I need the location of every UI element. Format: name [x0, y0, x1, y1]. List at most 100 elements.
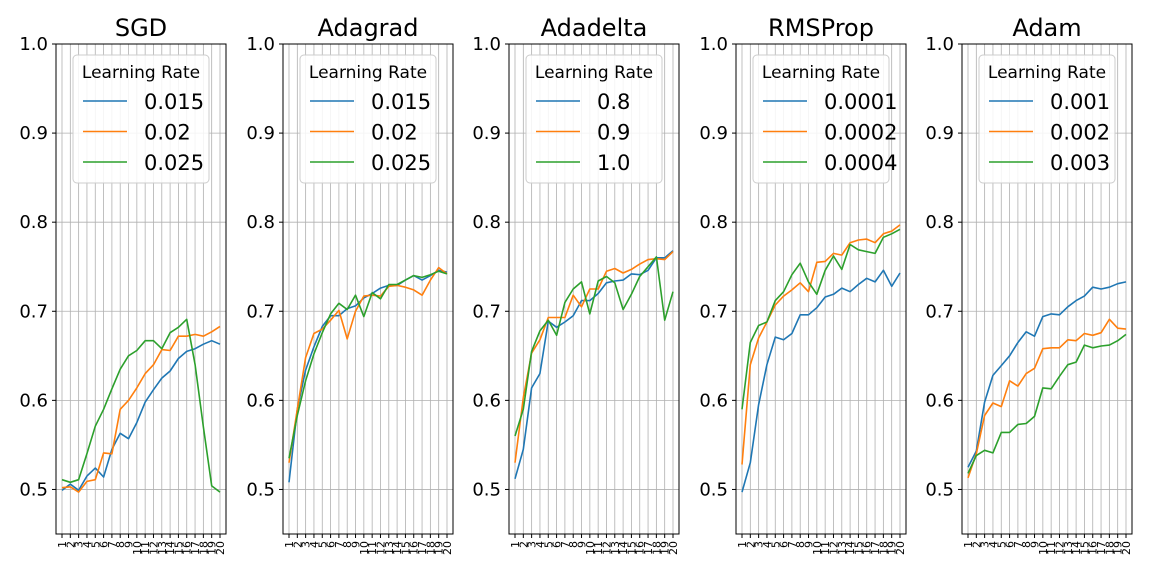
x-tick-label: 9 — [123, 541, 136, 548]
y-tick-label: 0.5 — [472, 479, 501, 500]
series-line-0.015 — [61, 339, 221, 492]
y-tick-label: 0.8 — [19, 212, 48, 233]
x-tick-label: 9 — [350, 541, 363, 548]
x-tick-label: 3 — [979, 541, 992, 548]
legend-label: 0.001 — [1050, 90, 1110, 114]
x-tick-label: 13 — [836, 541, 849, 555]
legend-label: 0.02 — [371, 121, 418, 145]
x-tick-label: 3 — [73, 541, 86, 548]
y-tick-label: 0.6 — [246, 390, 275, 411]
series-line-0.015 — [288, 269, 448, 483]
x-tick-label: 5 — [995, 541, 1008, 548]
axes-frame — [961, 43, 1133, 535]
series-line-0.002 — [967, 318, 1127, 479]
x-tick-label: 10 — [131, 541, 144, 555]
x-tick-label: 8 — [1020, 541, 1033, 548]
subplot-sgd: SGD0.50.60.70.80.91.01234567891011121314… — [19, 14, 227, 555]
legend-box — [72, 54, 210, 184]
x-tick-label: 16 — [1087, 541, 1100, 555]
y-tick-label: 0.8 — [699, 212, 728, 233]
x-tick-label: 19 — [1112, 541, 1125, 555]
series-line-0.8 — [514, 250, 674, 480]
x-tick-label: 1 — [283, 541, 296, 548]
x-tick-label: 6 — [778, 541, 791, 548]
x-tick-label: 14 — [617, 541, 630, 555]
series-line-0.02 — [288, 266, 448, 463]
x-tick-label: 11 — [819, 541, 832, 555]
legend-title: Learning Rate — [988, 63, 1106, 83]
x-tick-label: 4 — [308, 541, 321, 548]
x-tick-label: 14 — [164, 541, 177, 555]
y-tick-label: 0.5 — [246, 479, 275, 500]
x-tick-label: 16 — [408, 541, 421, 555]
x-tick-label: 16 — [861, 541, 874, 555]
x-tick-label: 20 — [214, 541, 227, 555]
x-tick-label: 9 — [803, 541, 816, 548]
legend-box — [299, 54, 437, 184]
subplot-title: Adagrad — [318, 14, 419, 42]
legend-label: 0.015 — [371, 90, 431, 114]
x-tick-label: 6 — [98, 541, 111, 548]
y-tick-label: 0.9 — [699, 123, 728, 144]
y-tick-label: 1.0 — [472, 34, 501, 55]
legend-title: Learning Rate — [762, 63, 880, 83]
x-tick-label: 4 — [987, 541, 1000, 548]
x-tick-label: 4 — [81, 541, 94, 548]
x-tick-label: 19 — [886, 541, 899, 555]
x-tick-label: 5 — [89, 541, 102, 548]
y-tick-label: 1.0 — [246, 34, 275, 55]
y-tick-label: 0.8 — [246, 212, 275, 233]
y-tick-label: 0.7 — [925, 301, 954, 322]
x-tick-label: 8 — [341, 541, 354, 548]
series-line-0.001 — [967, 281, 1127, 468]
x-tick-label: 13 — [383, 541, 396, 555]
x-tick-label: 6 — [1004, 541, 1017, 548]
x-tick-label: 3 — [753, 541, 766, 548]
x-tick-label: 17 — [1095, 541, 1108, 555]
y-tick-label: 0.5 — [925, 479, 954, 500]
y-tick-label: 0.7 — [19, 301, 48, 322]
x-tick-label: 11 — [1045, 541, 1058, 555]
x-tick-label: 12 — [374, 541, 387, 555]
y-tick-label: 0.7 — [246, 301, 275, 322]
x-tick-label: 18 — [650, 541, 663, 555]
y-tick-label: 0.6 — [472, 390, 501, 411]
x-tick-label: 2 — [970, 541, 983, 548]
x-tick-label: 12 — [147, 541, 160, 555]
series-line-0.0004 — [741, 228, 901, 410]
series-line-0.9 — [514, 251, 674, 463]
legend-label: 0.02 — [144, 121, 191, 145]
x-tick-label: 20 — [894, 541, 907, 555]
x-tick-label: 13 — [1062, 541, 1075, 555]
legend-box — [978, 54, 1116, 184]
x-tick-label: 14 — [1070, 541, 1083, 555]
x-tick-label: 8 — [567, 541, 580, 548]
x-tick-label: 10 — [358, 541, 371, 555]
x-tick-label: 15 — [172, 541, 185, 555]
legend-label: 0.0002 — [824, 121, 897, 145]
x-tick-label: 14 — [391, 541, 404, 555]
y-tick-label: 0.9 — [472, 123, 501, 144]
legend-box — [752, 54, 890, 184]
x-tick-label: 17 — [416, 541, 429, 555]
x-tick-label: 11 — [592, 541, 605, 555]
x-tick-label: 17 — [642, 541, 655, 555]
y-tick-label: 0.5 — [699, 479, 728, 500]
legend-label: 0.8 — [597, 90, 630, 114]
x-tick-label: 13 — [609, 541, 622, 555]
x-tick-label: 12 — [600, 541, 613, 555]
series-line-0.025 — [61, 318, 221, 493]
x-tick-label: 20 — [441, 541, 454, 555]
y-tick-label: 0.6 — [19, 390, 48, 411]
series-line-1.0 — [514, 256, 674, 437]
x-tick-label: 6 — [325, 541, 338, 548]
x-tick-label: 16 — [181, 541, 194, 555]
x-tick-label: 7 — [786, 541, 799, 548]
legend-label: 0.003 — [1050, 151, 1110, 175]
x-tick-label: 15 — [1078, 541, 1091, 555]
legend-label: 0.025 — [371, 151, 431, 175]
series-line-0.0002 — [741, 224, 901, 465]
x-tick-label: 11 — [139, 541, 152, 555]
subplot-adam: Adam0.50.60.70.80.91.0123456789101112131… — [925, 14, 1133, 555]
